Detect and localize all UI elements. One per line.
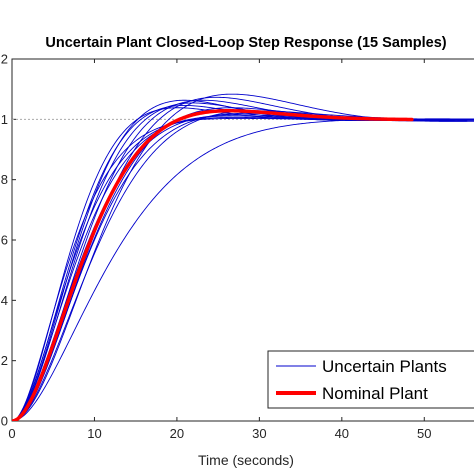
legend-box [267, 350, 474, 409]
axis-ticks: 0 10 20 30 40 50 0 .2 .4 .6 .8 1 1.2 [0, 52, 432, 442]
legend-label-nominal: Nominal Plant [322, 384, 428, 403]
x-tick-label: 30 [252, 426, 266, 441]
x-tick-label: 40 [335, 426, 349, 441]
y-tick-label: .8 [0, 172, 8, 187]
nominal-plant-curve [12, 109, 414, 421]
y-tick-label: 0 [1, 414, 8, 429]
y-tick-label: 1.2 [0, 52, 8, 67]
y-tick-label: 1 [1, 112, 8, 127]
nominal-series-layer [12, 109, 414, 421]
y-tick-label: .4 [0, 293, 8, 308]
chart-title: Uncertain Plant Closed-Loop Step Respons… [45, 35, 446, 51]
x-tick-label: 0 [8, 426, 15, 441]
y-tick-label: .2 [0, 353, 8, 368]
legend: Uncertain Plants Nominal Plant [267, 350, 474, 409]
x-tick-label: 10 [87, 426, 101, 441]
x-tick-label: 50 [417, 426, 431, 441]
x-tick-label: 20 [170, 426, 184, 441]
y-tick-label: .6 [0, 233, 8, 248]
x-axis-label: Time (seconds) [198, 452, 294, 468]
legend-label-uncertain: Uncertain Plants [322, 357, 447, 376]
